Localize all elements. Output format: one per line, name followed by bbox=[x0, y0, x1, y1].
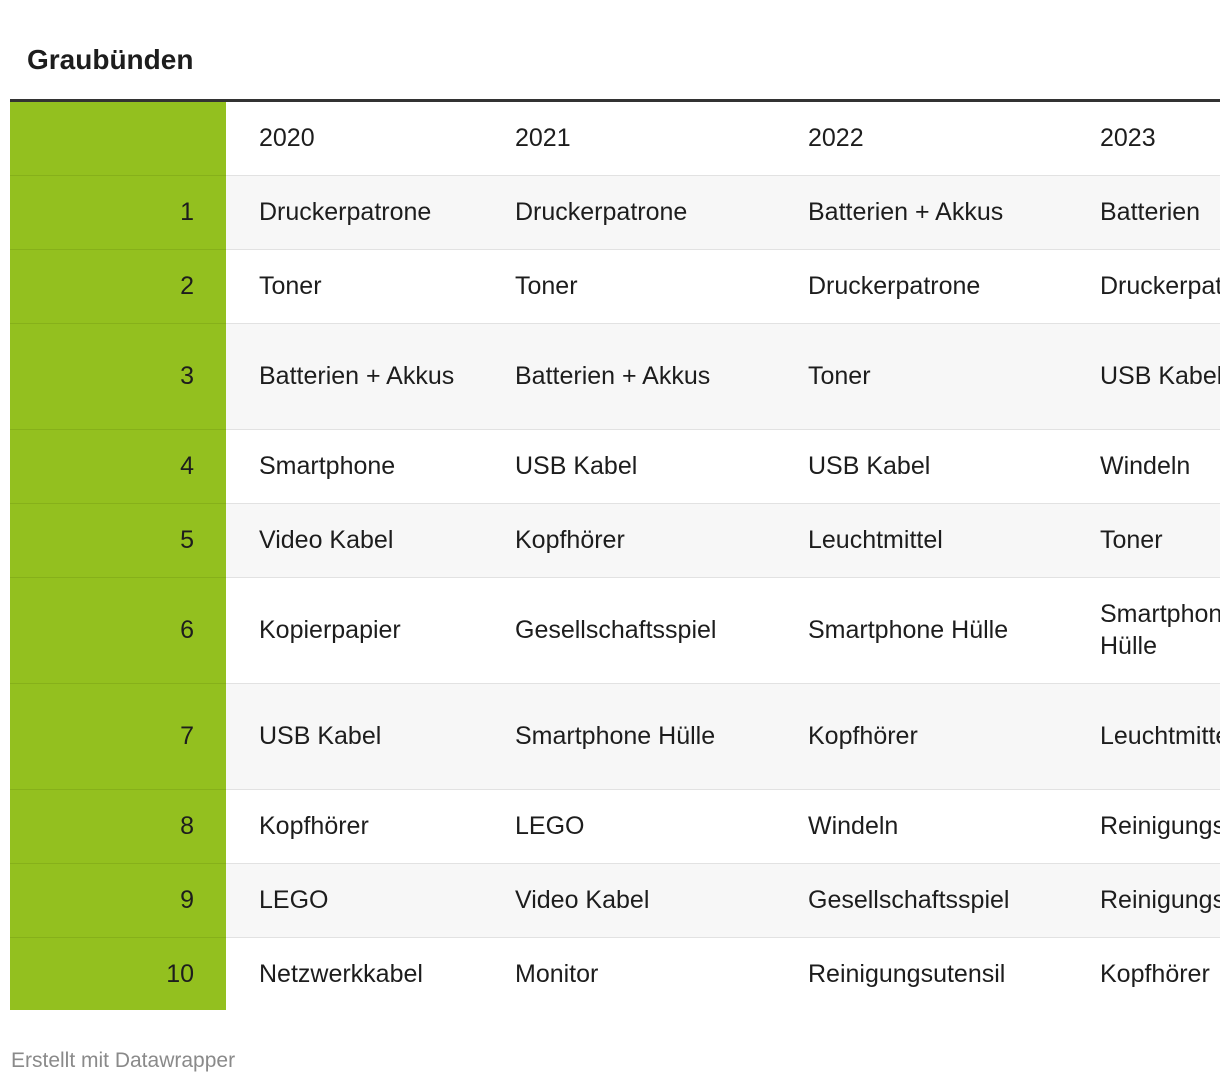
table-row: 10 Netzwerkkabel Monitor Reinigungsutensil K… bbox=[10, 937, 1220, 1010]
footer: Erstellt mit Datawrapper bbox=[11, 1049, 236, 1072]
rank-cell: 9 bbox=[10, 863, 226, 938]
table-row: 2TonerTonerDruckerpatroneDruckerpatrone bbox=[10, 249, 1220, 324]
table-cell: Druckerpatrone bbox=[1067, 249, 1220, 324]
table-cell: USB Kabel bbox=[482, 429, 775, 504]
rank-cell: 3 bbox=[10, 323, 226, 430]
table-cell: Kopfhörer bbox=[1100, 959, 1210, 988]
table-cell: Batterien + Akkus bbox=[775, 175, 1067, 250]
table-cell: Monitor bbox=[515, 959, 599, 988]
table-cell: USB Kabel bbox=[775, 429, 1067, 504]
table-cell: Batterien + Akkus bbox=[226, 323, 482, 430]
table: 2020 2021 2022 2023 1 Druckerpatrone Druckerp… bbox=[10, 102, 1220, 1010]
table-cell: Smartphone bbox=[226, 429, 482, 504]
table-cell: Gesellschaftsspiel bbox=[775, 863, 1067, 938]
table-cell: Batterien + Akkus bbox=[482, 323, 775, 430]
table-cell: Smartphone Hülle bbox=[1067, 577, 1220, 684]
table-row: 9 LEGO Video Kabel Gesellschaftsspiel Reinig… bbox=[10, 863, 1220, 938]
table-row: 5 Video Kabel Kopfhörer Leuchtmittel Toner bbox=[10, 503, 1220, 578]
table-row: 8KopfhörerLEGOWindelnReinigungsutensil bbox=[10, 789, 1220, 864]
table-cell: Druckerpatrone bbox=[226, 175, 482, 250]
table-cell: Toner bbox=[226, 249, 482, 324]
table-cell: Druckerpatrone bbox=[775, 249, 1067, 324]
table-cell: Druckerpatrone bbox=[482, 175, 775, 250]
table-cell: USB Kabel bbox=[226, 683, 482, 790]
table-cell: Windeln bbox=[1067, 429, 1220, 504]
table-cell: Reinigungsmittel bbox=[1067, 863, 1220, 938]
rank-cell: 6 bbox=[10, 577, 226, 684]
rank-cell: 2 bbox=[10, 249, 226, 324]
column-header: 2021 bbox=[482, 102, 775, 176]
header-row: 2020 2021 2022 2023 bbox=[10, 102, 1220, 176]
table-cell: LEGO bbox=[482, 789, 775, 864]
table-cell: Batterien bbox=[1067, 175, 1220, 250]
rank-cell: 1 bbox=[10, 175, 226, 250]
table-head: 2020 2021 2022 2023 bbox=[10, 102, 1220, 176]
table-cell: Kopfhörer bbox=[482, 503, 775, 578]
table-cell: Reinigungsutensil bbox=[808, 959, 1006, 988]
table-row: 6 Kopierpapier Gesellschaftsspiel Smartphon… bbox=[10, 577, 1220, 684]
table-cell: Leuchtmittel bbox=[1067, 683, 1220, 790]
table-cell: Smartphone Hülle bbox=[775, 577, 1067, 684]
rank-cell: 10 bbox=[10, 937, 226, 1010]
table-cell: Windeln bbox=[775, 789, 1067, 864]
table-cell: Kopierpapier bbox=[226, 577, 482, 684]
rank-cell: 5 bbox=[10, 503, 226, 578]
table-row: 1 Druckerpatrone Druckerpatrone Batterien +… bbox=[10, 175, 1220, 250]
table-row: 7 USB Kabel Smartphone Hülle Kopfhörer Leuch… bbox=[10, 683, 1220, 790]
table-cell: Toner bbox=[482, 249, 775, 324]
column-header: 2022 bbox=[775, 102, 1067, 176]
table-cell: Video Kabel bbox=[482, 863, 775, 938]
table-cell: Kopfhörer bbox=[775, 683, 1067, 790]
table-body: 1 Druckerpatrone Druckerpatrone Batterien +… bbox=[10, 175, 1220, 1010]
table-cell: Reinigungsutensil bbox=[1067, 789, 1220, 864]
column-header: 2023 bbox=[1067, 102, 1220, 176]
rank-cell: 7 bbox=[10, 683, 226, 790]
table-cell: USB Kabel bbox=[1067, 323, 1220, 430]
column-header: 2020 bbox=[226, 102, 482, 176]
table-cell: Toner bbox=[775, 323, 1067, 430]
table-cell: Toner bbox=[1067, 503, 1220, 578]
rank-cell: 8 bbox=[10, 789, 226, 864]
table-cell: Gesellschaftsspiel bbox=[482, 577, 775, 684]
table-row: 4 Smartphone USB Kabel USB Kabel Windeln bbox=[10, 429, 1220, 504]
table-cell: Netzwerkkabel bbox=[259, 959, 423, 988]
rank-header bbox=[10, 102, 226, 176]
table-title: Graubünden bbox=[27, 44, 194, 75]
table-cell: Smartphone Hülle bbox=[482, 683, 775, 790]
table-cell: LEGO bbox=[226, 863, 482, 938]
table-cell: Kopfhörer bbox=[226, 789, 482, 864]
table-container: 2020 2021 2022 2023 1 Druckerpatrone Druckerp… bbox=[10, 99, 1220, 1010]
table-cell: Leuchtmittel bbox=[775, 503, 1067, 578]
rank-cell: 4 bbox=[10, 429, 226, 504]
table-cell: Video Kabel bbox=[226, 503, 482, 578]
table-row: 3 Batterien + Akkus Batterien + Akkus Toner… bbox=[10, 323, 1220, 430]
